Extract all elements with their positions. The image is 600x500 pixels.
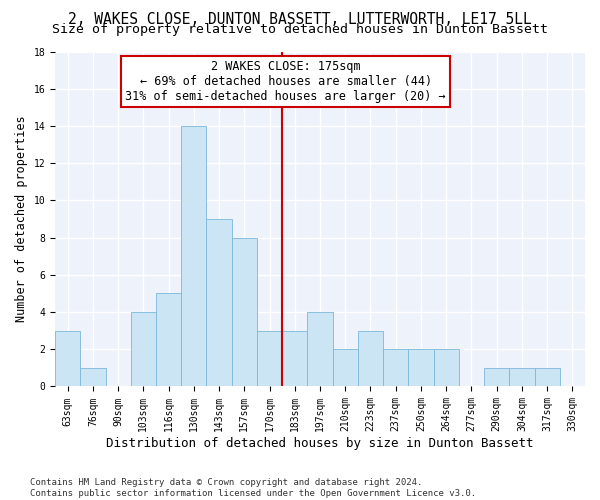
Bar <box>307 312 332 386</box>
Text: Size of property relative to detached houses in Dunton Bassett: Size of property relative to detached ho… <box>52 22 548 36</box>
Bar <box>535 368 560 386</box>
Bar <box>332 350 358 387</box>
Bar <box>181 126 206 386</box>
Bar <box>131 312 156 386</box>
Y-axis label: Number of detached properties: Number of detached properties <box>15 116 28 322</box>
Bar <box>358 330 383 386</box>
Bar <box>484 368 509 386</box>
X-axis label: Distribution of detached houses by size in Dunton Bassett: Distribution of detached houses by size … <box>106 437 534 450</box>
Bar <box>434 350 459 387</box>
Text: 2 WAKES CLOSE: 175sqm
← 69% of detached houses are smaller (44)
31% of semi-deta: 2 WAKES CLOSE: 175sqm ← 69% of detached … <box>125 60 446 103</box>
Text: 2, WAKES CLOSE, DUNTON BASSETT, LUTTERWORTH, LE17 5LL: 2, WAKES CLOSE, DUNTON BASSETT, LUTTERWO… <box>68 12 532 28</box>
Bar <box>509 368 535 386</box>
Bar <box>80 368 106 386</box>
Bar <box>156 294 181 386</box>
Bar <box>409 350 434 387</box>
Bar <box>383 350 409 387</box>
Text: Contains HM Land Registry data © Crown copyright and database right 2024.
Contai: Contains HM Land Registry data © Crown c… <box>30 478 476 498</box>
Bar <box>232 238 257 386</box>
Bar <box>282 330 307 386</box>
Bar <box>206 219 232 386</box>
Bar <box>55 330 80 386</box>
Bar <box>257 330 282 386</box>
